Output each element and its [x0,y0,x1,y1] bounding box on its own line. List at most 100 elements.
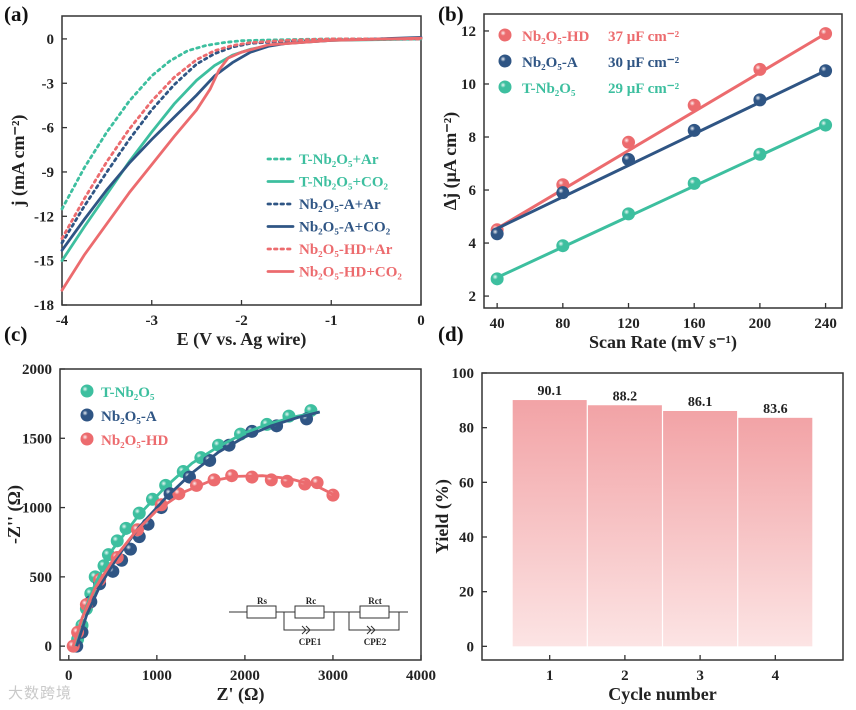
y-tick-label: 500 [30,570,53,586]
y-tick-label: -9 [42,165,55,181]
y-tick-label: 4 [469,236,477,252]
data-point-highlight [622,153,636,167]
x-tick-label: 40 [490,316,505,332]
legend-capacitance: 30 μF cm⁻² [608,55,680,71]
x-tick-label: 4 [772,668,780,684]
data-point-highlight [753,93,767,107]
label-rs: Rs [257,596,267,606]
data-point-highlight [119,521,133,535]
y-axis-label: Yield (%) [432,479,453,554]
fit-curve-1 [75,410,321,647]
legend-label: Nb₂O₅-HD+Ar [299,242,393,258]
y-tick-label: 0 [47,32,55,48]
cpe1-symbol [301,625,307,635]
y-tick-label: 100 [452,366,475,382]
resistor-rs [246,605,277,619]
x-tick-label: 160 [683,316,706,332]
x-tick-label: 3 [696,668,704,684]
y-tick-label: -6 [42,121,55,137]
x-tick-label: 200 [749,316,772,332]
legend-label: Nb₂O₅-HD [101,433,168,449]
legend-marker-highlight [80,432,94,446]
cpe1-symbol [305,625,311,635]
bar-value-label: 90.1 [537,384,562,399]
panel-label-a: (a) [4,2,29,26]
legend-label: Nb₂O₅-A [522,55,578,71]
watermark-logo: 大数跨境 [8,684,73,702]
x-tick-label: 0 [417,313,425,329]
data-point-highlight [687,123,701,137]
x-tick-label: 4000 [406,668,436,684]
x-tick-label: 1000 [142,668,172,684]
x-tick-label: -4 [56,313,69,329]
legend-label: Nb₂O₅-HD [522,29,589,45]
x-tick-label: 240 [814,316,837,332]
bar-value-label: 83.6 [763,402,788,417]
y-tick-label: 40 [459,530,474,546]
y-tick-label: 1500 [22,431,52,447]
x-tick-label: 80 [555,316,570,332]
lsv-series-group: T-Nb₂O₅+Ar T-Nb₂O₅+CO₂ Nb₂O₅-A+Ar Nb₂O₅-A+C… [60,36,423,292]
data-point-highlight [687,176,701,190]
cpe2-symbol [370,625,376,635]
legend-label: Nb₂O₅-HD+CO₂ [299,265,402,281]
y-tick-label: 60 [459,475,474,491]
x-axis-label: Cycle number [608,684,716,704]
lsv-line-4 [60,37,423,240]
lsv-line-5 [60,36,423,292]
x-axis-label: E (V vs. Ag wire) [177,329,307,350]
legend-label: Nb₂O₅-A [101,409,157,425]
x-tick-label: 0 [65,668,73,684]
bar-value-label: 88.2 [613,389,638,404]
panel-label-b: (b) [438,2,464,26]
legend-label: Nb₂O₅-A+CO₂ [299,220,391,236]
fit-line-2 [496,123,827,279]
y-tick-label: 80 [459,421,474,437]
y-tick-label: -12 [34,209,54,225]
label-cpe2: CPE2 [364,637,387,647]
cdl-series-group: Nb₂O₅-HD 37 μF cm⁻² Nb₂O₅-A 30 μF cm⁻² T-Nb₂… [490,27,833,286]
data-point-highlight [753,147,767,161]
bar-cycle-3 [663,410,738,647]
y-tick-label: 2 [469,289,477,305]
legend-label: T-Nb₂O₅+Ar [299,152,379,168]
y-axis-label: Δj (μA cm⁻²) [440,112,461,210]
y-axis-label: j (mA cm⁻²) [8,115,29,208]
y-tick-label: 1000 [22,501,52,517]
wire [348,611,408,631]
plot-frame [59,368,422,661]
y-tick-label: 8 [469,130,477,146]
y-tick-label: 6 [469,183,477,199]
panel-a-axes: -4 -3 -2 -1 0 0 -3 -6 -9 -12 -15 -18 E (V vs. Ag wir… [8,15,425,350]
data-point-highlight [622,207,636,221]
legend-capacitance: 29 μF cm⁻² [608,81,680,97]
bar-cycle-1 [512,400,587,647]
data-point-highlight [753,62,767,76]
y-tick-label: 20 [459,585,474,601]
y-tick-label: 0 [45,639,53,655]
bar-value-label: 86.1 [688,395,713,410]
panel-label-d: (d) [438,322,464,346]
legend-label: Nb₂O₅-A+Ar [299,197,381,213]
y-tick-label: 12 [461,24,476,40]
x-tick-label: 2 [621,668,629,684]
label-cpe1: CPE1 [299,637,322,647]
nyquist-series-group: T-Nb₂O₅ Nb₂O₅-A Nb₂O₅-HD [66,384,340,653]
y-tick-label: -18 [34,298,54,314]
x-tick-label: -3 [146,313,159,329]
equivalent-circuit-inset: Rs Rc Rct CPE1 CPE2 [229,596,408,647]
data-point-highlight [622,135,636,149]
legend-marker-highlight [80,384,94,398]
lsv-line-3 [60,36,423,252]
x-tick-label: 1 [546,668,554,684]
bar-cycle-2 [587,405,662,647]
fit-line-1 [496,69,827,230]
x-tick-label: 2000 [230,668,260,684]
x-tick-label: 120 [617,316,640,332]
legend-marker-highlight [498,80,512,94]
y-axis-label: -Z'' (Ω) [4,485,25,544]
x-tick-label: -1 [325,313,338,329]
